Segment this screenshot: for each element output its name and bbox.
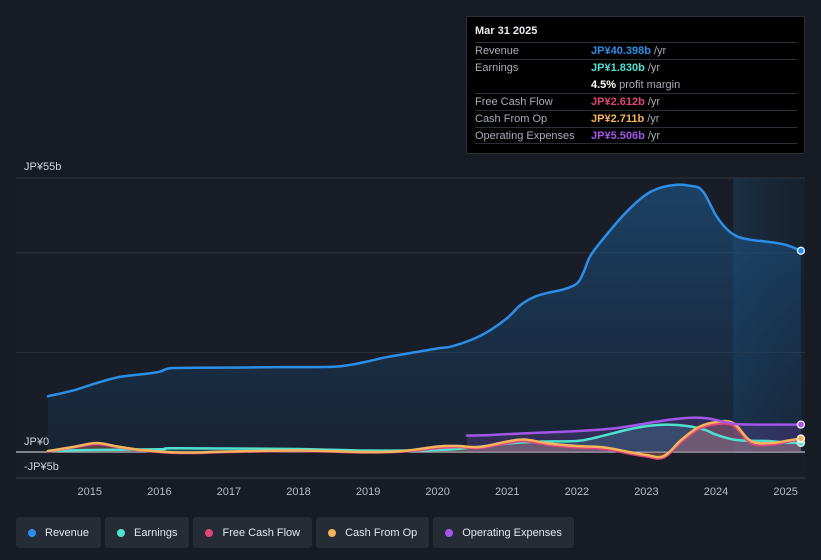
operating-expenses-endpoint <box>796 420 806 429</box>
tooltip-unit: profit margin <box>619 79 681 91</box>
tooltip-value: JP¥40.398b <box>591 45 651 57</box>
legend-dot-icon <box>28 528 36 537</box>
revenue-area <box>48 184 801 453</box>
x-tick-label: 2020 <box>425 486 449 498</box>
revenue-endpoint <box>796 246 806 255</box>
x-tick-label: 2016 <box>147 486 171 498</box>
tooltip-value: JP¥2.711b <box>591 113 645 125</box>
legend-item-revenue[interactable]: Revenue <box>16 517 102 548</box>
x-tick-label: 2024 <box>704 486 728 498</box>
tooltip-label: Cash From Op <box>475 113 548 125</box>
x-tick-label: 2021 <box>495 486 519 498</box>
tooltip-unit: /yr <box>647 96 661 108</box>
tooltip-label: Earnings <box>475 62 519 74</box>
tooltip-value: JP¥5.506b <box>591 130 645 142</box>
x-tick-label: 2017 <box>217 486 241 498</box>
x-tick-label: 2018 <box>286 486 310 498</box>
legend-item-free-cash-flow[interactable]: Free Cash Flow <box>193 517 313 548</box>
legend-item-cash-from-op[interactable]: Cash From Op <box>316 517 430 548</box>
tooltip-label <box>475 77 591 93</box>
tooltip-row-profit-margin: 4.5% profit margin <box>475 76 797 93</box>
legend-label: Earnings <box>134 526 178 539</box>
legend-label: Revenue <box>45 526 90 539</box>
x-tick-label: 2025 <box>773 486 797 498</box>
legend-label: Free Cash Flow <box>222 526 301 539</box>
tooltip-row-operating-expenses: Operating Expenses JP¥5.506b/yr <box>475 127 797 144</box>
legend-dot-icon <box>117 528 126 537</box>
legend-label: Operating Expenses <box>462 526 562 539</box>
earnings-area <box>48 424 801 452</box>
tooltip-unit: /yr <box>647 62 661 74</box>
x-tick-label: 2022 <box>565 486 589 498</box>
data-tooltip: Mar 31 2025 Revenue JP¥40.398b/yr Earnings… <box>466 16 805 154</box>
y-tick-label: -JP¥5b <box>24 461 59 473</box>
operating-expenses-line <box>465 416 803 437</box>
chart-legend: Revenue Earnings Free Cash Flow Cash From O… <box>16 517 574 548</box>
legend-dot-icon <box>205 528 214 537</box>
tooltip-label: Operating Expenses <box>475 130 575 142</box>
tooltip-value: JP¥1.830b <box>591 62 645 74</box>
tooltip-row-free-cash-flow: Free Cash Flow JP¥2.612b/yr <box>475 93 797 110</box>
x-tick-label: 2019 <box>356 486 380 498</box>
tooltip-row-cash-from-op: Cash From Op JP¥2.711b/yr <box>475 110 797 127</box>
y-tick-label: JP¥0 <box>24 436 49 448</box>
tooltip-row-revenue: Revenue JP¥40.398b/yr <box>475 42 797 59</box>
cash-from-op-endpoint <box>796 434 806 443</box>
legend-label: Cash From Op <box>345 526 418 539</box>
legend-dot-icon <box>445 528 454 537</box>
tooltip-unit: /yr <box>647 130 661 142</box>
legend-item-earnings[interactable]: Earnings <box>105 517 190 548</box>
tooltip-date: Mar 31 2025 <box>475 25 538 37</box>
x-tick-label: 2023 <box>634 486 658 498</box>
earnings-line <box>46 423 803 453</box>
tooltip-row-earnings: Earnings JP¥1.830b/yr <box>475 59 797 76</box>
tooltip-value: JP¥2.612b <box>591 96 645 108</box>
x-tick-label: 2015 <box>78 486 102 498</box>
y-tick-label: JP¥55b <box>24 161 61 173</box>
revenue-line <box>46 183 803 398</box>
tooltip-label: Revenue <box>475 45 520 57</box>
legend-dot-icon <box>328 528 337 537</box>
tooltip-unit: /yr <box>647 113 660 125</box>
tooltip-value: 4.5% <box>591 79 617 91</box>
tooltip-label: Free Cash Flow <box>475 96 553 108</box>
tooltip-unit: /yr <box>653 45 667 57</box>
legend-item-operating-expenses[interactable]: Operating Expenses <box>433 517 574 548</box>
